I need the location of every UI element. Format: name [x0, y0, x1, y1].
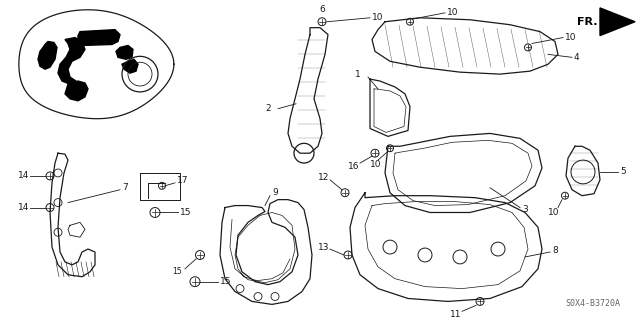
Text: 8: 8	[552, 246, 557, 255]
Text: 13: 13	[318, 242, 330, 252]
Text: 10: 10	[565, 33, 577, 42]
Text: 17: 17	[177, 176, 189, 185]
Text: 10: 10	[372, 13, 383, 22]
Polygon shape	[122, 59, 138, 73]
Text: 2: 2	[265, 104, 271, 113]
Text: 12: 12	[318, 174, 330, 182]
Text: 10: 10	[447, 8, 458, 17]
Text: 11: 11	[450, 310, 461, 319]
Text: 9: 9	[272, 188, 278, 197]
Text: 14: 14	[18, 203, 29, 212]
Text: FR.: FR.	[577, 17, 598, 27]
Text: 10: 10	[548, 208, 559, 217]
Text: 14: 14	[18, 171, 29, 181]
Polygon shape	[58, 38, 85, 85]
Text: 3: 3	[522, 205, 528, 214]
Polygon shape	[116, 46, 133, 59]
Text: 4: 4	[574, 53, 580, 62]
Polygon shape	[65, 81, 88, 101]
Text: 10: 10	[370, 160, 381, 168]
Text: 15: 15	[172, 267, 182, 276]
Text: 1: 1	[355, 70, 361, 78]
Text: 7: 7	[122, 183, 128, 192]
Polygon shape	[38, 41, 57, 69]
Text: 15: 15	[220, 277, 232, 286]
Text: 5: 5	[620, 167, 626, 176]
Text: 6: 6	[319, 5, 325, 14]
Text: S0X4-B3720A: S0X4-B3720A	[565, 299, 620, 308]
Polygon shape	[600, 8, 635, 36]
Text: 15: 15	[180, 208, 191, 217]
Text: 16: 16	[348, 161, 360, 171]
Polygon shape	[78, 30, 120, 46]
